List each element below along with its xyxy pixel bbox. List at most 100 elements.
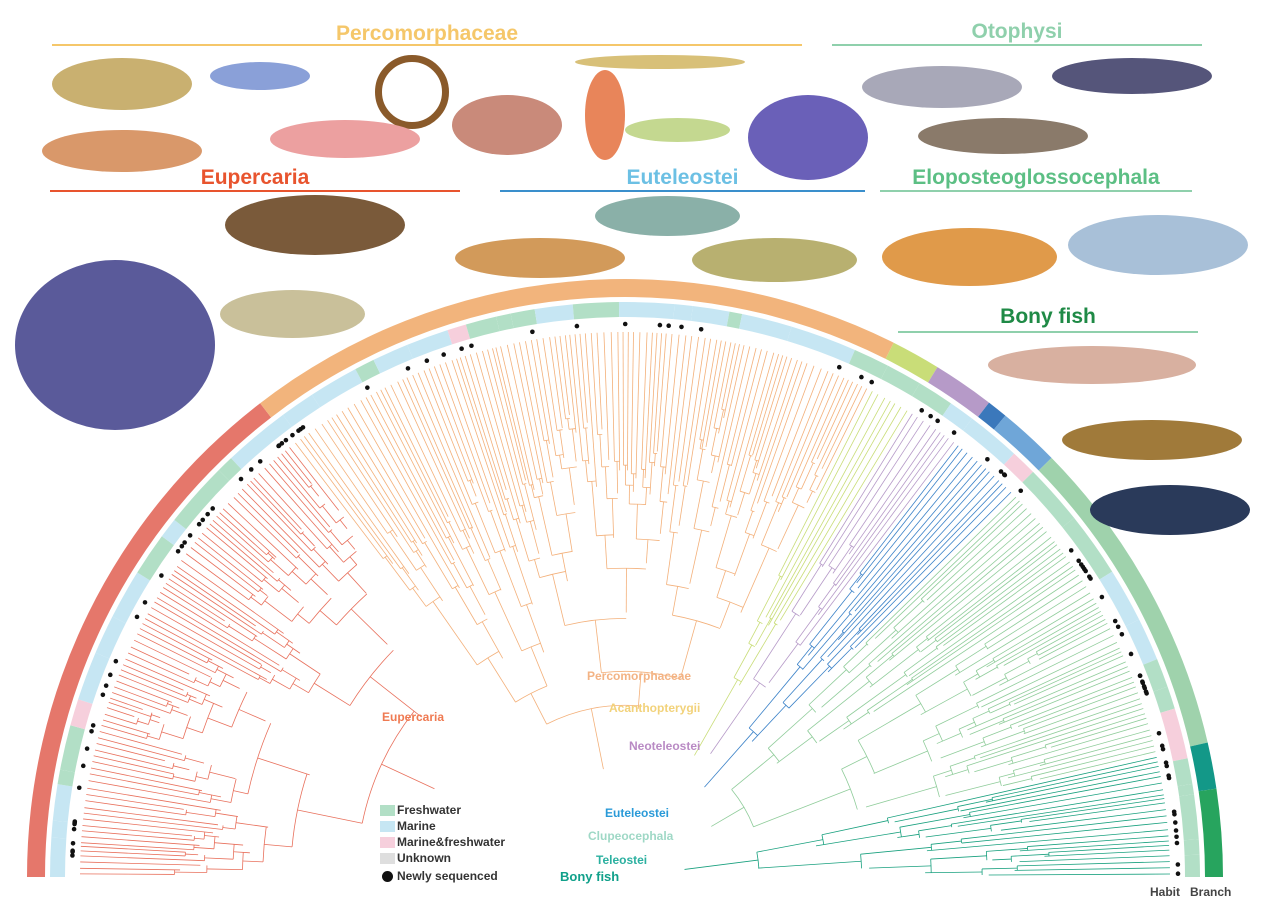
tree-branch	[877, 523, 1040, 662]
newly-sequenced-dot	[1171, 809, 1177, 815]
tree-branch	[998, 670, 1130, 725]
tree-arc	[261, 630, 264, 635]
tree-branch	[561, 553, 568, 582]
clade-label-teleostei: Teleostei	[596, 853, 648, 867]
habit-ring-segment	[407, 330, 453, 359]
tree-arc	[726, 499, 732, 503]
tree-branch	[726, 347, 757, 465]
tree-branch	[672, 336, 693, 486]
tree-arc	[987, 708, 991, 714]
tree-branch	[86, 794, 184, 810]
tree-branch	[710, 428, 718, 456]
tree-branch	[167, 703, 180, 709]
tree-branch	[906, 569, 1076, 686]
newly-sequenced-dot	[71, 826, 77, 832]
newly-sequenced-dot	[142, 600, 148, 605]
tree-branch	[545, 440, 554, 478]
tree-branch	[151, 607, 260, 670]
tree-branch	[329, 530, 343, 546]
tree-branch	[284, 450, 312, 484]
tree-branch	[701, 340, 722, 449]
tree-arc	[561, 466, 577, 470]
newly-sequenced-dot	[459, 346, 464, 351]
tree-arc	[169, 705, 174, 714]
newly-sequenced-dot	[1174, 840, 1180, 846]
tree-branch	[456, 358, 507, 513]
newly-sequenced-dot	[257, 459, 263, 464]
tree-arc	[274, 629, 279, 635]
fish-illustration-red-fish	[270, 120, 420, 158]
tree-branch	[469, 586, 486, 615]
tree-branch	[659, 501, 664, 534]
newly-sequenced-dot	[998, 469, 1004, 474]
tree-arc	[1044, 744, 1047, 749]
tree-branch	[147, 735, 160, 740]
newly-sequenced-dot	[1099, 594, 1105, 600]
newly-sequenced-dot	[1128, 651, 1134, 657]
fish-illustration-trout-3	[692, 238, 857, 282]
tree-branch	[475, 352, 521, 507]
tree-arc	[234, 816, 238, 830]
habit-ring-segment	[112, 572, 150, 624]
newly-sequenced-dot	[76, 785, 82, 791]
tree-branch	[384, 387, 449, 517]
tree-branch	[264, 600, 293, 622]
marine-freshwater-swatch	[380, 836, 395, 848]
tree-branch	[89, 773, 199, 796]
tree-branch	[992, 598, 1094, 659]
tree-branch	[1007, 740, 1153, 779]
newly-sequenced-dot	[1175, 862, 1181, 867]
fish-illustration-trout-2	[595, 196, 740, 236]
tree-branch	[996, 607, 1099, 666]
tree-branch	[748, 622, 761, 644]
newly-sequenced-dot	[1140, 680, 1146, 686]
tree-arc	[494, 548, 505, 554]
tree-branch	[165, 582, 225, 622]
tree-branch	[753, 613, 797, 680]
tree-branch	[559, 335, 570, 415]
tree-branch	[219, 512, 267, 556]
tree-branch	[258, 473, 328, 550]
header-otophysi: Otophysi	[971, 20, 1063, 43]
tree-arc	[1002, 718, 1005, 723]
newly-sequenced-dot	[859, 374, 864, 380]
header-bony-fish: Bony fish	[1000, 305, 1096, 328]
tree-branch	[644, 332, 653, 479]
tree-branch	[754, 356, 788, 460]
tree-branch	[253, 637, 287, 660]
tree-branch	[763, 365, 815, 502]
tree-branch	[590, 708, 604, 770]
tree-branch	[210, 798, 231, 803]
clade-label-bony-fish: Bony fish	[560, 869, 620, 884]
newly-sequenced-dot	[107, 672, 113, 678]
tree-arc	[147, 714, 153, 725]
fish-illustration-lionfish	[452, 95, 562, 155]
tree-branch	[779, 410, 908, 621]
tree-branch	[980, 730, 1025, 748]
legend-item-newly-sequenced: Newly sequenced	[380, 868, 505, 884]
tree-branch	[1008, 723, 1149, 765]
tree-arc	[280, 667, 284, 672]
fish-illustration-sole	[42, 130, 202, 172]
tree-branch	[390, 384, 461, 532]
habit-ring-segment	[52, 784, 73, 823]
newly-sequenced-dot	[1078, 562, 1084, 567]
tree-branch	[381, 763, 435, 790]
tree-branch	[818, 583, 836, 608]
fish-illustration-seahorse	[585, 70, 625, 160]
tree-branch	[237, 492, 299, 554]
tree-branch	[568, 467, 575, 505]
habit-ring-segment	[1184, 854, 1200, 877]
tree-branch	[1048, 844, 1170, 853]
tree-branch	[106, 707, 135, 717]
tree-arc	[922, 740, 933, 762]
tree-arc	[930, 844, 933, 851]
tree-branch	[737, 492, 746, 516]
tree-branch	[926, 829, 1168, 852]
tree-branch	[397, 381, 470, 539]
habit-ring-segment	[880, 365, 920, 397]
tree-branch	[193, 847, 215, 850]
tree-branch	[492, 348, 526, 481]
tree-branch	[807, 680, 870, 731]
tree-branch	[216, 669, 234, 679]
